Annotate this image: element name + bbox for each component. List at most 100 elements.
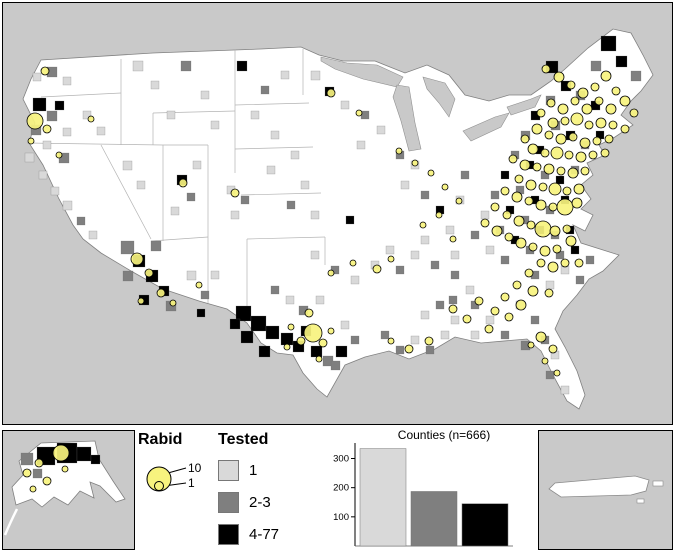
rabid-marker — [581, 103, 593, 115]
rabid-marker — [580, 166, 590, 176]
county-tested-shape — [585, 255, 595, 265]
rabid-marker — [449, 235, 457, 243]
rabid-marker — [195, 281, 203, 289]
rabid-marker — [515, 299, 527, 311]
county-tested-shape — [590, 60, 602, 72]
rabid-marker — [556, 198, 574, 216]
county-tested-shape — [150, 80, 160, 90]
rabid-marker — [568, 132, 578, 142]
rabid-marker — [462, 314, 472, 324]
county-tested-shape — [62, 127, 72, 137]
county-tested-shape — [166, 110, 176, 120]
rabid-marker — [424, 336, 434, 346]
rabid-marker — [575, 151, 587, 163]
rabid-marker — [502, 210, 512, 220]
rabid-marker — [564, 150, 574, 160]
county-tested-shape — [82, 110, 92, 120]
rabid-marker — [27, 137, 35, 145]
county-tested-shape — [300, 180, 310, 190]
county-tested-shape — [250, 110, 260, 120]
rabid-marker — [600, 148, 610, 158]
rabid-marker — [552, 244, 562, 254]
county-tested-shape — [420, 190, 430, 200]
rabid-markers-layer — [26, 64, 639, 377]
county-tested-shape — [76, 446, 92, 462]
county-tested-shape — [330, 360, 341, 371]
lake-huron-shape — [422, 76, 456, 118]
great-lakes — [320, 56, 542, 152]
county-tested-shape — [200, 90, 210, 100]
rabid-marker — [169, 299, 177, 307]
rabid-marker — [565, 235, 577, 247]
rabid-marker — [546, 98, 556, 108]
rabid-marker — [560, 258, 570, 268]
rabid-marker — [590, 82, 600, 92]
county-tested-shape — [90, 454, 101, 465]
county-tested-shape — [600, 35, 617, 52]
rabid-marker — [528, 242, 538, 252]
puerto-rico-inset — [538, 430, 673, 550]
vieques-island-shape — [652, 480, 664, 487]
rabid-marker — [287, 323, 295, 331]
rabid-marker — [566, 80, 576, 90]
rabid-marker — [40, 66, 50, 76]
county-tested-shape — [270, 285, 280, 295]
rabid-marker — [570, 112, 584, 126]
rabid-marker — [87, 115, 95, 123]
county-tested-shape — [236, 60, 248, 72]
county-tested-shape — [24, 152, 35, 163]
rabid-marker — [22, 468, 32, 478]
rabid-min-label: 1 — [188, 476, 195, 490]
county-tested-shape — [450, 250, 460, 260]
rabid-marker — [547, 261, 559, 273]
county-tested-shape — [250, 315, 267, 332]
rabid-marker — [541, 357, 549, 365]
rabid-marker — [137, 297, 145, 305]
rabid-marker — [570, 96, 580, 106]
county-tested-shape — [280, 70, 290, 80]
county-tested-shape — [448, 295, 458, 305]
county-tested-shape — [132, 60, 144, 72]
rabid-marker — [318, 338, 328, 348]
county-tested-shape — [425, 345, 435, 355]
county-tested-shape — [410, 250, 420, 260]
counties-bar-chart-svg: Counties (n=666) 100 200 300 — [333, 428, 513, 547]
rabid-marker — [130, 252, 144, 266]
rabid-marker — [491, 225, 503, 237]
county-tested-shape — [186, 270, 197, 281]
rabid-marker — [304, 308, 314, 318]
county-tested-shape — [76, 216, 86, 226]
rabid-marker — [230, 188, 240, 198]
rabid-marker — [536, 258, 546, 268]
county-tested-shape — [500, 255, 510, 265]
rabid-marker — [327, 327, 335, 335]
rabid-marker — [29, 485, 37, 493]
rabid-marker — [296, 336, 306, 346]
rabid-marker — [34, 458, 44, 468]
rabid-marker — [315, 355, 323, 363]
rabid-marker — [52, 444, 70, 462]
rabid-marker — [519, 159, 531, 171]
rabid-marker — [535, 199, 547, 211]
lake-michigan-shape — [392, 84, 422, 152]
county-tested-shape — [376, 125, 386, 135]
county-tested-shape — [310, 250, 320, 260]
rabid-marker — [541, 64, 551, 74]
county-tested-shape — [230, 210, 240, 220]
rabid-marker — [524, 196, 534, 206]
county-tested-shape — [42, 140, 52, 150]
county-tested-shape — [545, 370, 555, 380]
lake-ontario-shape — [506, 94, 542, 116]
rabid-marker — [61, 465, 69, 473]
rabid-marker — [547, 117, 559, 129]
us-map-panel — [2, 2, 673, 425]
rabid-marker — [592, 136, 602, 146]
county-tested-shape — [170, 206, 180, 216]
county-tested-shape — [395, 345, 405, 355]
rabid-marker — [544, 288, 554, 298]
county-tested-shape — [235, 305, 252, 322]
rabid-marker — [427, 169, 435, 177]
rabid-marker — [513, 215, 525, 227]
county-tested-shape — [430, 260, 440, 270]
